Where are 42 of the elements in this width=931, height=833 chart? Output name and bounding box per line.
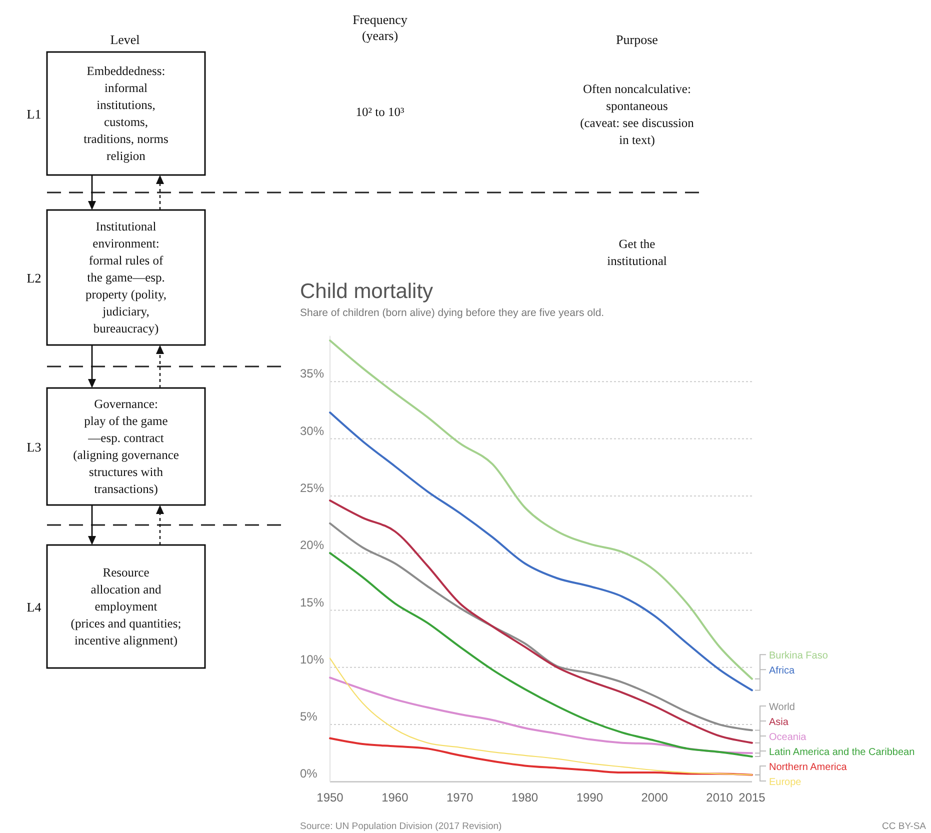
y-tick-label: 30% (300, 424, 324, 438)
text: Governance: play of the game —esp. contract (aligning governance structures with transactions) (73, 397, 180, 496)
text: Purpose (616, 32, 658, 47)
y-tick-label: 20% (300, 538, 324, 552)
series-label: Northern America (769, 762, 848, 773)
text: Level (110, 32, 140, 47)
category-label: L1 (26, 106, 42, 122)
x-tick-label: 1980 (511, 790, 538, 805)
x-tick-label: 2010 (706, 790, 734, 805)
x-tick-label: 2015 (738, 790, 766, 805)
text: Burkina Faso (769, 650, 828, 662)
text: Africa (769, 666, 795, 677)
text: Often noncalculative: spontaneous (caveat: see discussion in text) (580, 82, 695, 147)
series-label: Europe (769, 777, 802, 788)
x-tick-label: 1960 (382, 790, 409, 805)
text: CC BY-SA (882, 821, 927, 832)
y-tick-label: 35% (300, 366, 324, 381)
text: Embeddedness: informal institutions, customs, traditions, norms religion (84, 64, 168, 163)
y-tick-label: 0% (300, 766, 318, 781)
series-label: Oceania (769, 732, 807, 743)
source-note: Source: UN Population Division (2017 Revision) (300, 821, 502, 832)
x-tick-label: 2000 (641, 790, 668, 805)
chart-title: Child mortality (300, 280, 434, 303)
y-tick-label: 25% (300, 480, 324, 495)
category-label: L4 (26, 600, 42, 614)
text: Get the institutional (607, 237, 668, 268)
y-tick-label: 10% (300, 652, 324, 666)
category-label: L2 (26, 270, 42, 286)
text: 10² to 10³ (356, 105, 404, 119)
text: Asia (769, 717, 789, 728)
category-label: L3 (26, 440, 42, 454)
x-tick-label: 1990 (576, 790, 604, 805)
text: Resource allocation and employment (prices and quantities; incentive alignment) (70, 566, 182, 648)
text: World (769, 702, 795, 713)
series-label: Latin America and the Caribbean (769, 747, 915, 758)
y-tick-label: 5% (300, 710, 318, 724)
chart-subtitle: Share of children (born alive) dying before they are five years old. (300, 307, 604, 319)
x-tick-label: 1970 (446, 790, 474, 805)
y-tick-label: 15% (300, 595, 324, 610)
text: Frequency (years) (352, 12, 408, 43)
text: Institutional environment: formal rules of the game—esp. property (polity, judiciary, bureaucracy) (85, 220, 167, 336)
x-tick-label: 1950 (316, 790, 344, 805)
